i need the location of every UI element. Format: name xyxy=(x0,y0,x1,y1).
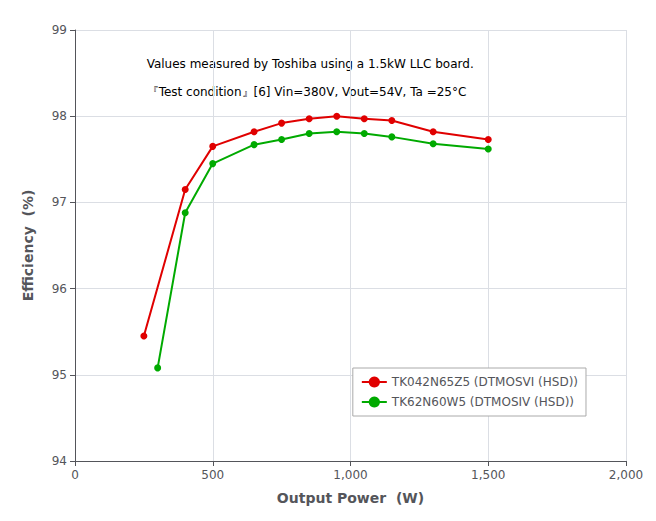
svg-text:1,000: 1,000 xyxy=(333,468,367,482)
svg-text:1,500: 1,500 xyxy=(471,468,505,482)
svg-text:TK62N60W5 (DTMOSIV (HSD)): TK62N60W5 (DTMOSIV (HSD)) xyxy=(391,395,574,409)
svg-text:94: 94 xyxy=(52,454,67,468)
svg-text:98: 98 xyxy=(52,109,67,123)
svg-text:99: 99 xyxy=(52,23,67,37)
svg-text:96: 96 xyxy=(52,282,67,296)
svg-text:Efficiency (%): Efficiency (%) xyxy=(20,190,36,302)
svg-text:『Test condition』[6] Vin=380V,: 『Test condition』[6] Vin=380V, Vout=54V, … xyxy=(147,85,467,99)
svg-text:0: 0 xyxy=(71,468,79,482)
svg-text:2,000: 2,000 xyxy=(609,468,643,482)
svg-text:Values measured by Toshiba usi: Values measured by Toshiba using a 1.5kW… xyxy=(147,57,474,71)
svg-text:97: 97 xyxy=(52,195,67,209)
svg-text:Output Power (W): Output Power (W) xyxy=(277,490,424,506)
svg-text:TK042N65Z5 (DTMOSVI (HSD)): TK042N65Z5 (DTMOSVI (HSD)) xyxy=(391,375,578,389)
svg-text:500: 500 xyxy=(201,468,224,482)
svg-text:95: 95 xyxy=(52,368,67,382)
